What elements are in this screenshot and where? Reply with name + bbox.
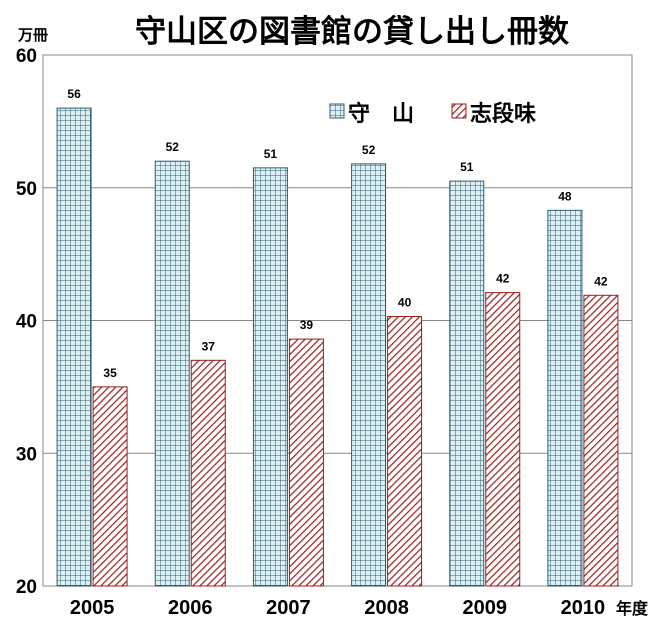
bar-shidami-2009 [485, 292, 521, 587]
data-label: 39 [300, 318, 314, 332]
data-label: 51 [460, 160, 474, 174]
bar-moriyama-2005 [56, 107, 92, 587]
chart-title: 守山区の図書館の貸し出し冊数 [135, 14, 569, 50]
bar-moriyama-2010 [547, 209, 583, 587]
bar-shidami-2007 [288, 338, 324, 587]
data-label: 40 [398, 296, 412, 310]
legend: 守 山 志段味 [329, 101, 536, 127]
data-label: 51 [264, 147, 278, 161]
y-tick-label: 20 [16, 577, 37, 598]
bar-moriyama-2009 [449, 180, 485, 587]
data-label: 37 [202, 339, 216, 353]
x-tick-label: 2008 [364, 597, 409, 619]
bar-shidami-2010 [583, 294, 619, 587]
bar-shidami-2006 [190, 359, 226, 587]
data-label: 42 [594, 274, 608, 288]
y-tick-label: 30 [16, 444, 37, 465]
data-labels: 56 35 52 37 51 39 52 40 51 42 48 42 [67, 87, 608, 380]
legend-label-moriyama: 守 山 [348, 101, 414, 127]
x-axis-ticks: 2005 2006 2007 2008 2009 2010 [70, 597, 605, 619]
y-tick-label: 40 [16, 312, 37, 333]
bars [56, 107, 619, 587]
bar-shidami-2008 [387, 316, 423, 587]
x-tick-label: 2009 [463, 597, 508, 619]
x-unit-label: 年度 [616, 599, 649, 618]
data-label: 56 [67, 87, 81, 101]
y-tick-label: 50 [16, 179, 37, 200]
legend-swatch-moriyama [329, 103, 345, 119]
bar-shidami-2005 [92, 386, 128, 587]
data-label: 42 [496, 272, 510, 286]
x-tick-label: 2006 [168, 597, 213, 619]
gridlines [43, 187, 632, 454]
y-tick-label: 60 [16, 46, 37, 67]
y-unit-label: 万冊 [17, 26, 48, 44]
legend-label-shidami: 志段味 [470, 101, 536, 127]
x-tick-label: 2005 [70, 597, 115, 619]
x-tick-label: 2007 [266, 597, 311, 619]
data-label: 52 [362, 143, 376, 157]
bar-moriyama-2007 [252, 167, 288, 587]
bar-moriyama-2008 [351, 163, 387, 587]
x-tick-label: 2010 [561, 597, 606, 619]
bar-moriyama-2006 [154, 160, 190, 587]
data-label: 52 [166, 140, 180, 154]
data-label: 48 [558, 189, 572, 203]
y-axis-ticks: 20 30 40 50 60 [16, 46, 37, 598]
legend-swatch-shidami [451, 103, 467, 119]
data-label: 35 [103, 366, 117, 380]
